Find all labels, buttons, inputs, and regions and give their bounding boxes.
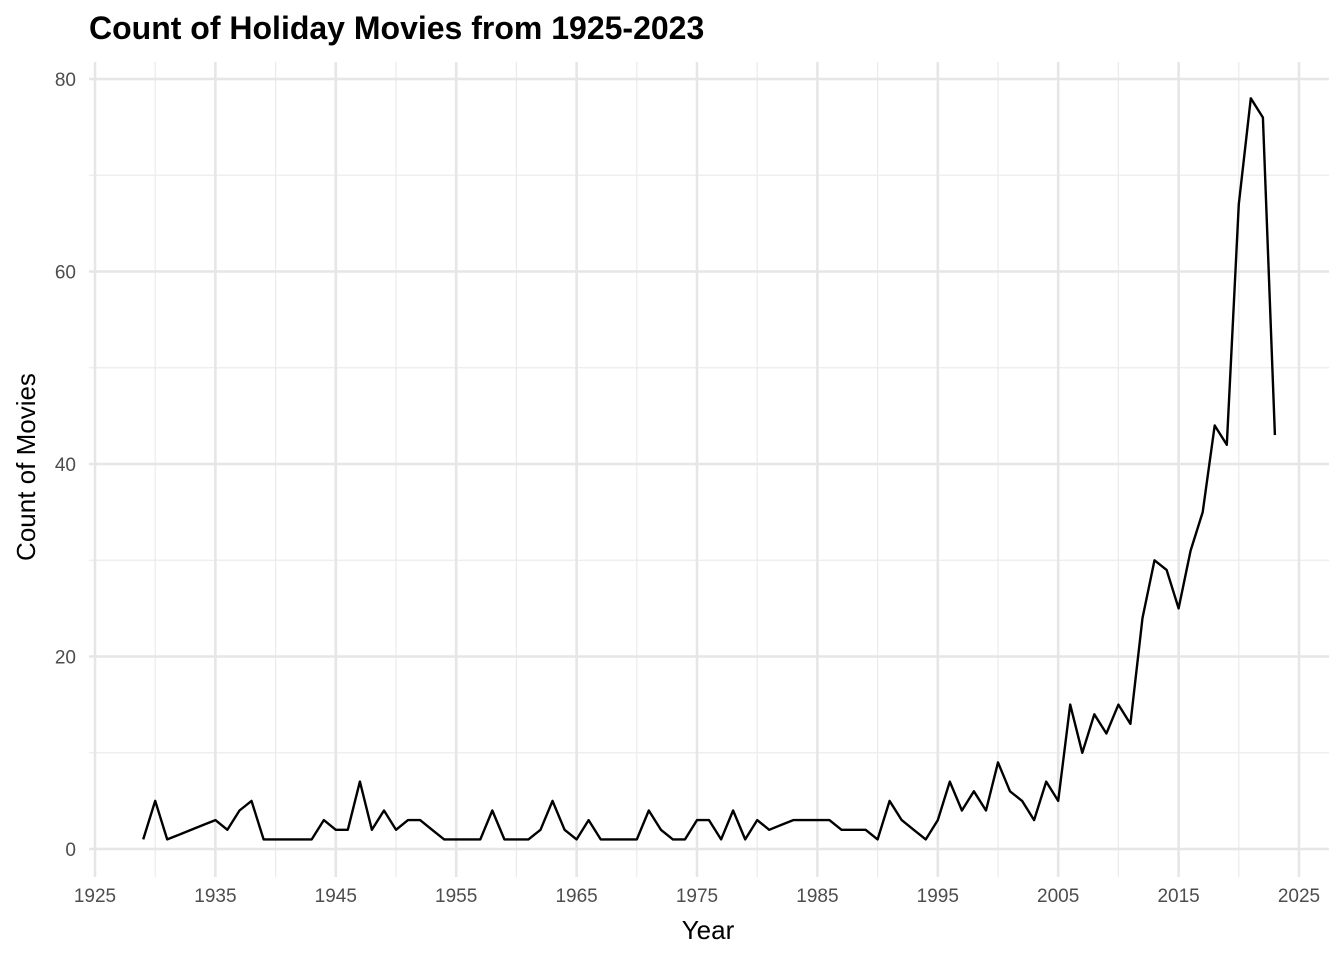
y-tick-label: 20 [55,648,76,669]
series-layer [142,97,1277,841]
x-tick-label: 1925 [74,886,116,907]
series-line [142,97,1277,841]
x-axis-label: Year [682,915,735,945]
x-tick-label: 2025 [1278,886,1320,907]
x-tick-label: 1935 [194,886,236,907]
x-tick-label: 2015 [1157,886,1199,907]
x-tick-label: 2005 [1037,886,1079,907]
x-tick-label: 1985 [796,886,838,907]
grid-lines [89,62,1329,877]
x-tick-label: 1995 [917,886,959,907]
y-tick-label: 0 [65,840,76,861]
y-tick-label: 80 [55,70,76,91]
y-tick-label: 60 [55,263,76,284]
x-tick-labels: 1925 1935 1945 1955 1965 1975 1985 1995 2005 2015… [74,886,1320,907]
y-axis-label: Count of Movies [11,373,41,561]
y-tick-label: 40 [55,455,76,476]
chart-title: Count of Holiday Movies from 1925-2023 [89,10,704,46]
x-tick-label: 1965 [555,886,597,907]
x-tick-label: 1945 [315,886,357,907]
y-tick-labels: 0 20 40 60 80 [55,70,76,861]
x-tick-label: 1975 [676,886,718,907]
x-tick-label: 1955 [435,886,477,907]
